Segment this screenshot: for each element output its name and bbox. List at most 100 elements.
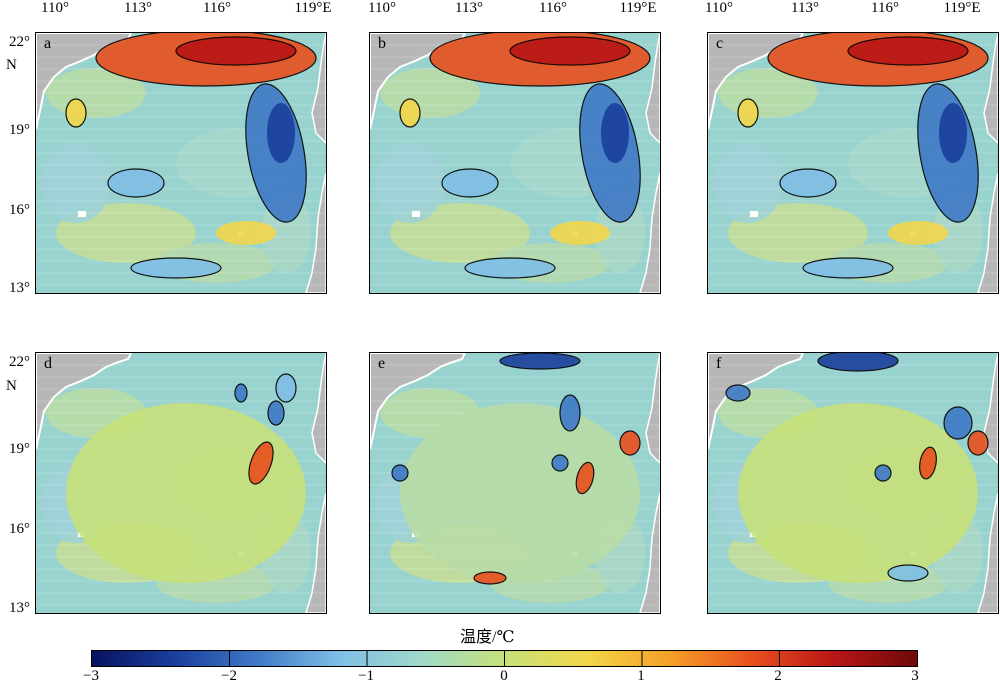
cold-eddy: [943, 406, 973, 440]
taiwan-landmass: [645, 353, 660, 465]
warm-eddy: [967, 430, 989, 456]
colorbar-tick-0: 0: [500, 668, 508, 684]
taiwan-landmass: [311, 353, 326, 465]
lat-label-19-top: 19°: [9, 122, 30, 138]
warm-eddy-south: [473, 571, 507, 585]
cold-band-north: [499, 353, 581, 370]
map-panel-c: c: [707, 32, 999, 294]
mild-warm-field: [738, 403, 978, 583]
colorbar-gradient: [92, 651, 917, 666]
cold-eddy: [234, 383, 248, 403]
panel-letter-a: a: [44, 35, 52, 52]
lon-label-110-b: 110°: [368, 0, 396, 16]
lat-label-13-top: 13°: [9, 280, 30, 296]
map-svg-e: [370, 353, 660, 613]
panel-letter-c: c: [716, 35, 724, 52]
colorbar-tick-2: 2: [774, 668, 782, 684]
mild-warm-field: [66, 403, 306, 583]
lon-label-119-c: 119°E: [943, 0, 981, 16]
map-svg-f: [708, 353, 998, 613]
map-svg-c: [708, 33, 998, 293]
map-panel-f: f: [707, 352, 999, 614]
lat-label-16-bottom: 16°: [9, 521, 30, 537]
map-svg-b: [370, 33, 660, 293]
lat-label-22-top: 22°: [9, 34, 30, 50]
lat-unit-bottom: N: [6, 378, 17, 394]
map-panel-e: e: [369, 352, 661, 614]
island-gap: [412, 211, 420, 217]
lon-label-116-a: 116°: [203, 0, 231, 16]
colorbar-title: 温度/℃: [460, 629, 515, 646]
mild-field: [400, 403, 640, 583]
map-panel-d: d: [35, 352, 327, 614]
panel-letter-e: e: [378, 355, 386, 372]
hot-core-north: [175, 36, 297, 66]
island-gap: [78, 211, 86, 217]
colorbar-tick-neg1: −1: [358, 668, 374, 684]
cold-eddy: [551, 454, 569, 472]
cold-eddy-center: [441, 168, 499, 198]
luzon-landmass: [639, 492, 660, 613]
colorbar-tick-neg3: −3: [83, 668, 99, 684]
taiwan-landmass: [645, 33, 660, 145]
cold-eddy-west: [725, 384, 751, 402]
map-panel-b: b: [369, 32, 661, 294]
lat-label-13-bottom: 13°: [9, 600, 30, 616]
cold-eddy: [275, 373, 297, 403]
warm-eddy: [575, 461, 595, 495]
sea-texture: [41, 143, 111, 223]
lat-label-22-bottom: 22°: [9, 354, 30, 370]
cold-eddy-south: [464, 257, 556, 279]
lat-label-16-top: 16°: [9, 202, 30, 218]
lon-label-116-b: 116°: [539, 0, 567, 16]
cold-eddy-south: [802, 257, 894, 279]
lon-label-113-a: 113°: [124, 0, 152, 16]
lon-label-119-b: 119°E: [619, 0, 657, 16]
panel-letter-b: b: [378, 35, 386, 52]
cold-eddy-west: [391, 464, 409, 482]
sea-texture: [713, 143, 783, 223]
warm-filament: [248, 441, 274, 485]
cold-eddy-center: [107, 168, 165, 198]
lon-label-110-c: 110°: [705, 0, 733, 16]
sea-texture: [375, 143, 445, 223]
luzon-landmass: [977, 492, 998, 613]
luzon-landmass: [977, 172, 998, 293]
lat-label-19-bottom: 19°: [9, 441, 30, 457]
warm-eddy: [919, 446, 937, 480]
warm-patch-west: [65, 98, 87, 128]
lon-label-110-a: 110°: [41, 0, 69, 16]
cold-core-east: [939, 103, 967, 163]
cold-core-east: [267, 103, 295, 163]
island-gap: [750, 211, 758, 217]
colorbar: [91, 650, 918, 667]
warm-patch-south: [888, 221, 948, 245]
cold-eddy-south: [130, 257, 222, 279]
warm-patch-west: [737, 98, 759, 128]
cold-eddy: [874, 464, 892, 482]
cold-eddy: [559, 394, 581, 432]
panel-letter-d: d: [44, 355, 52, 372]
warm-eddy: [619, 430, 641, 456]
colorbar-tick-neg2: −2: [221, 668, 237, 684]
colorbar-tick-1: 1: [637, 668, 645, 684]
luzon-landmass: [305, 172, 326, 293]
lat-unit-top: N: [6, 57, 17, 73]
map-panel-a: a: [35, 32, 327, 294]
luzon-landmass: [305, 492, 326, 613]
lon-label-119-a: 119°E: [294, 0, 332, 16]
lon-label-113-b: 113°: [455, 0, 483, 16]
taiwan-landmass: [983, 33, 998, 145]
cold-eddy-south: [887, 564, 929, 582]
warm-patch-south: [550, 221, 610, 245]
lon-label-116-c: 116°: [871, 0, 899, 16]
cold-eddy: [267, 400, 285, 426]
luzon-landmass: [639, 172, 660, 293]
taiwan-landmass: [983, 353, 998, 465]
warm-patch-west: [399, 98, 421, 128]
warm-patch-south: [216, 221, 276, 245]
colorbar-tick-3: 3: [911, 668, 919, 684]
cold-band-north: [817, 353, 899, 372]
hot-core-north: [847, 36, 969, 66]
hot-core-north: [509, 36, 631, 66]
